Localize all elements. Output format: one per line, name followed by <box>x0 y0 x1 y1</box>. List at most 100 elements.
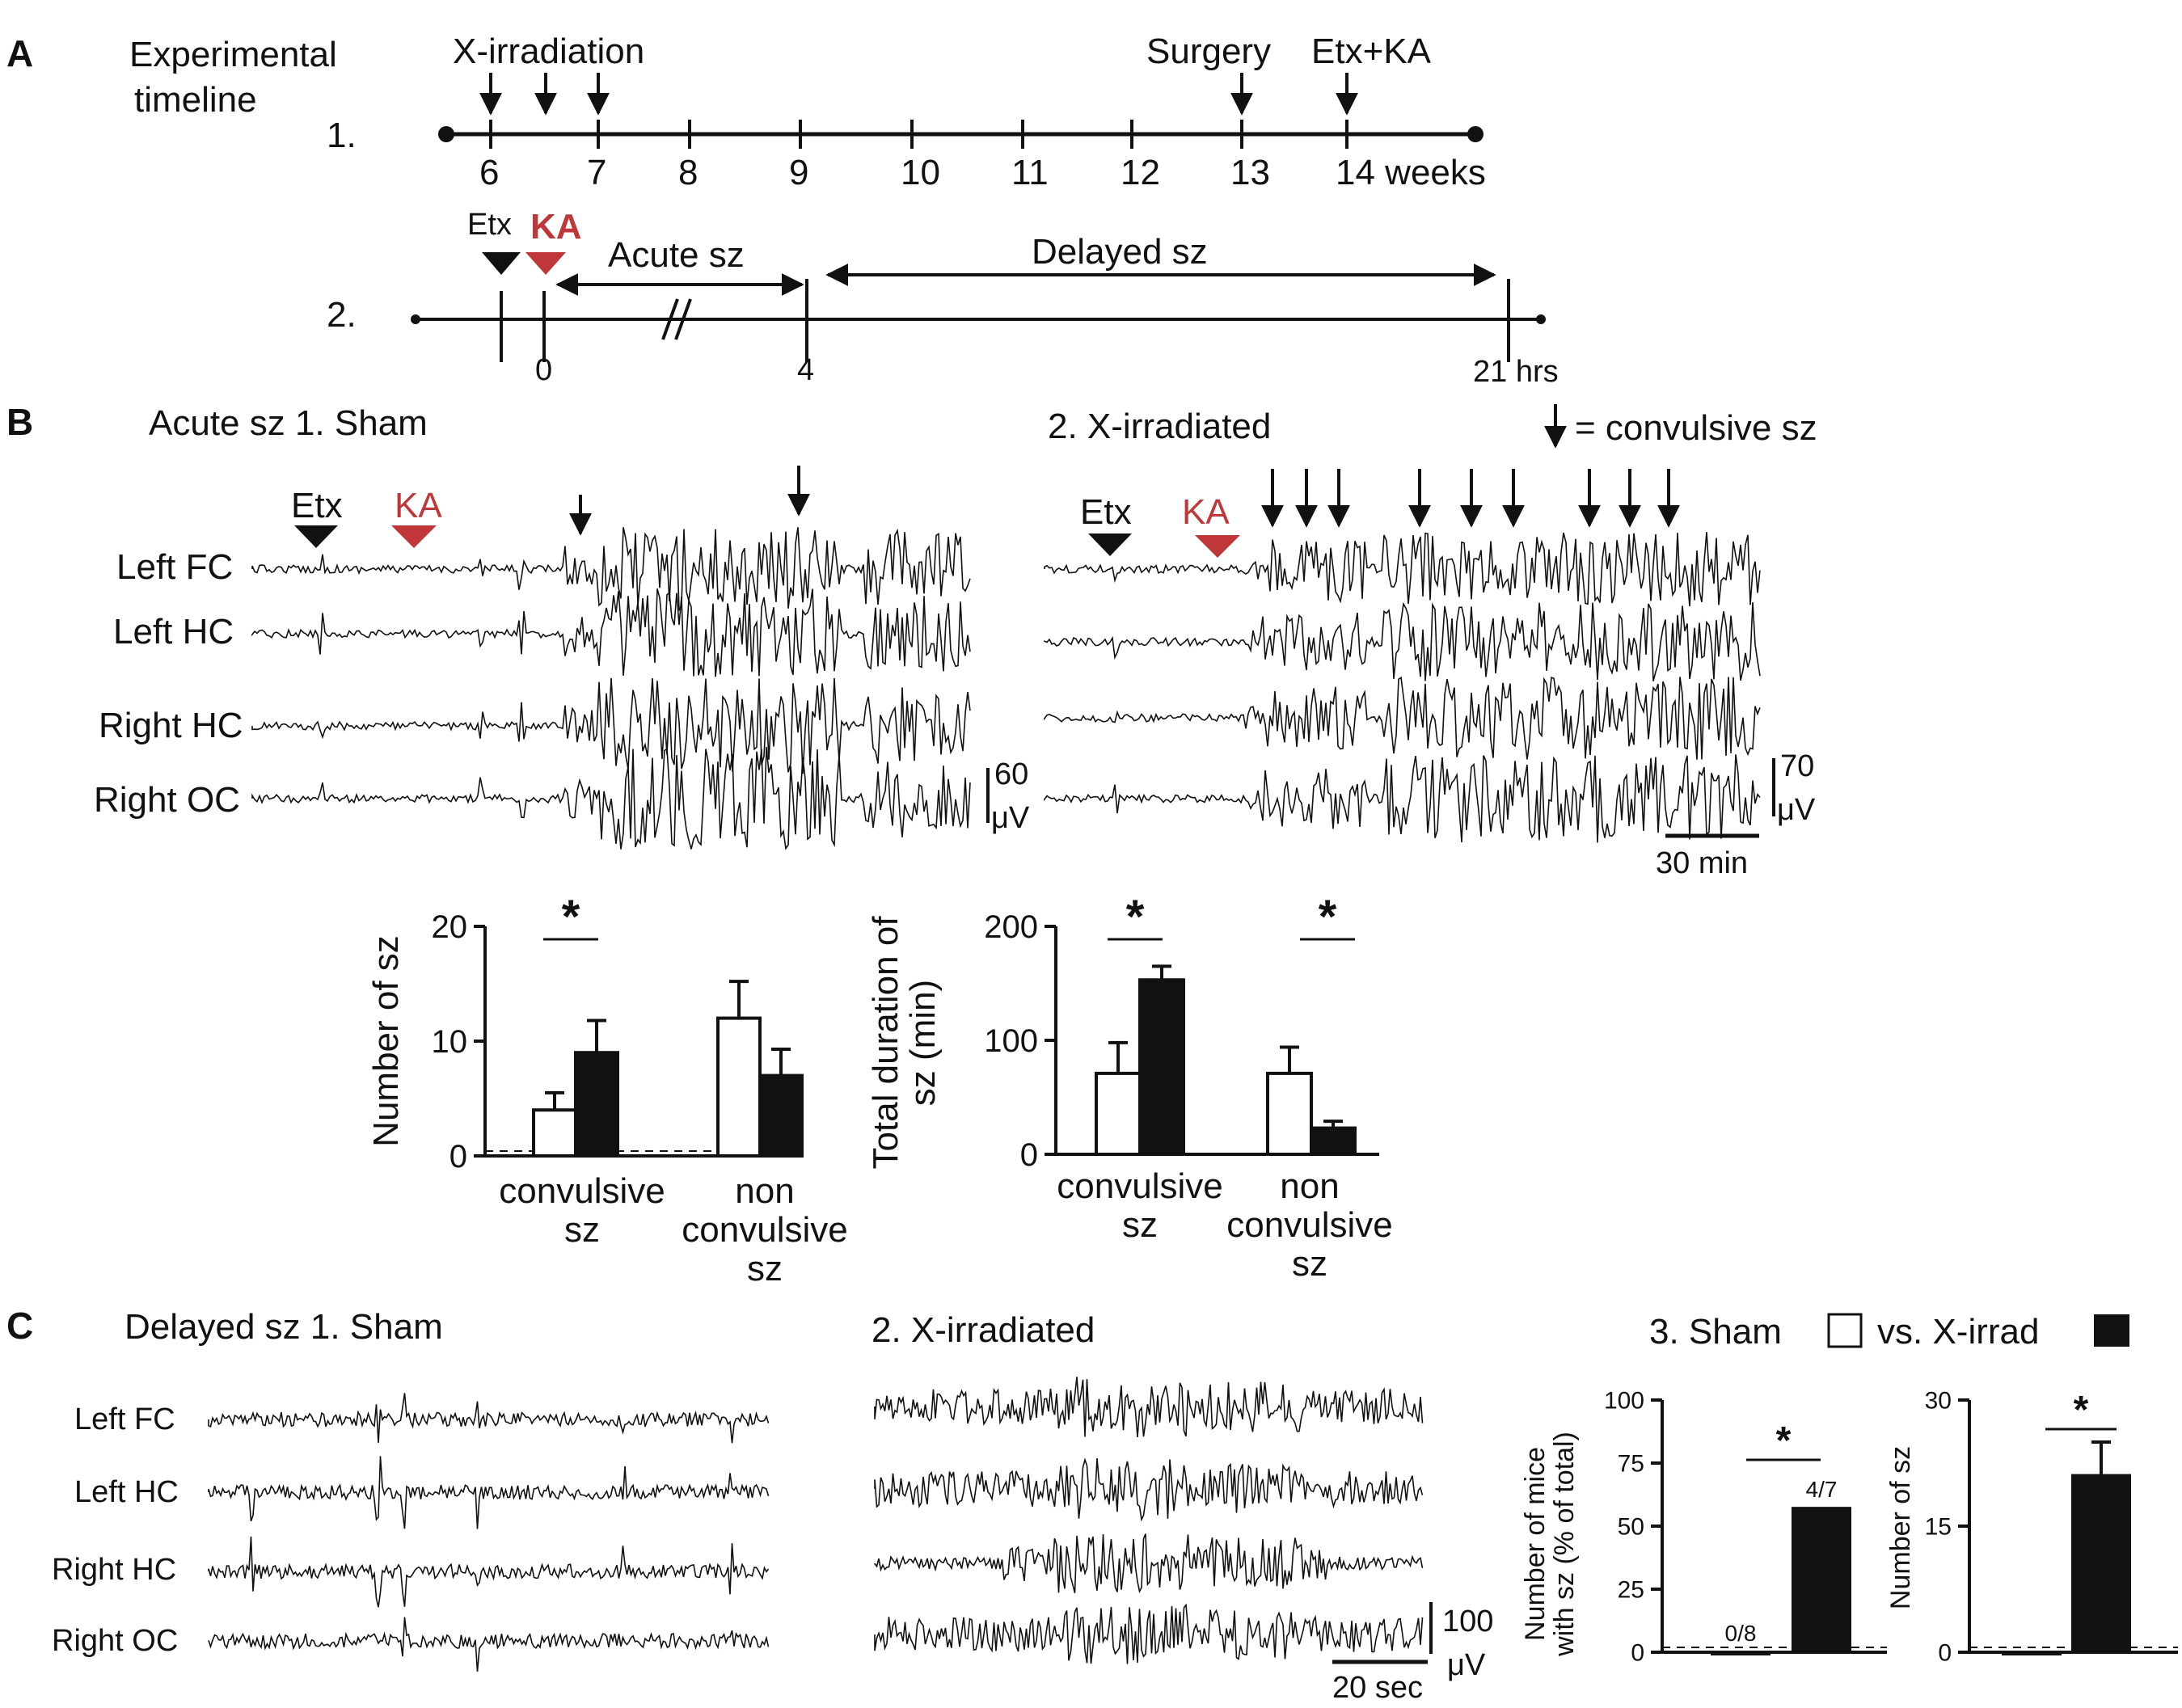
week-tick-label: 8 <box>678 153 698 192</box>
bar <box>532 1108 577 1158</box>
c-ch-label-3: Right HC <box>52 1553 176 1587</box>
c-sham-title: Delayed sz 1. Sham <box>125 1307 443 1347</box>
c-ch-label-4: Right OC <box>52 1624 178 1658</box>
bar <box>1711 1651 1771 1655</box>
eeg-trace <box>208 1617 770 1672</box>
timeline-box-title-2: timeline <box>134 80 257 120</box>
panel-label-c: C <box>6 1305 33 1347</box>
week-tick-label: 9 <box>789 153 808 192</box>
category-label: non <box>1280 1166 1339 1206</box>
b-xirr-eeg-traces <box>1044 532 1761 843</box>
y-tick-label: 20 <box>432 909 468 945</box>
bar <box>1138 978 1185 1157</box>
b-xirr-title: 2. X-irradiated <box>1048 407 1271 446</box>
delayed-sz-label: Delayed sz <box>1032 232 1208 272</box>
category-label: convulsive <box>499 1171 665 1211</box>
category-label: convulsive <box>1057 1166 1222 1206</box>
b-sham-ch-label-3: Right HC <box>99 706 243 745</box>
eeg-trace <box>874 1457 1424 1522</box>
bar-label: 4/7 <box>1806 1477 1838 1502</box>
hour-4-label: 4 <box>797 353 814 387</box>
category-label: sz <box>1122 1205 1158 1245</box>
eeg-trace <box>1044 676 1761 760</box>
y-tick-label: 75 <box>1618 1451 1644 1478</box>
etx-label-timeline: Etx <box>467 208 512 242</box>
bar <box>2002 1651 2062 1655</box>
y-axis-label: Number of micewith sz (% of total) <box>1520 1432 1580 1657</box>
significance-star: * <box>1776 1419 1792 1462</box>
c-time-scale-label: 20 sec <box>1332 1671 1423 1705</box>
ka-label-timeline: KA <box>530 207 582 247</box>
panel-label-a: A <box>6 32 33 74</box>
y-tick-label: 50 <box>1618 1514 1644 1541</box>
significance-star: * <box>2074 1389 2089 1432</box>
c-xirr-eeg-traces <box>874 1377 1424 1664</box>
c-compare-a: 3. Sham <box>1649 1312 1782 1352</box>
eeg-trace <box>874 1377 1424 1437</box>
eeg-trace <box>251 677 971 774</box>
b-sham-eeg-traces <box>251 527 971 850</box>
y-axis-label: Total duration ofsz (min) <box>866 916 943 1170</box>
week-tick-label: 11 <box>1011 153 1049 192</box>
week-tick-label: 12 <box>1121 153 1160 192</box>
bar <box>1792 1507 1851 1655</box>
c-xirr-title: 2. X-irradiated <box>872 1310 1095 1350</box>
bar <box>716 1016 762 1158</box>
etx-ka-label: Etx+KA <box>1311 32 1432 71</box>
y-tick-label: 10 <box>432 1024 468 1060</box>
y-tick-label: 100 <box>984 1023 1038 1059</box>
b-xirr-ka-label: KA <box>1182 492 1230 532</box>
c-scale-unit: μV <box>1447 1648 1486 1682</box>
b-legend-label: = convulsive sz <box>1575 408 1817 448</box>
category-label: convulsive <box>1226 1205 1392 1245</box>
c-sham-eeg-traces <box>208 1393 770 1672</box>
b-xirr-conv-arrows <box>1261 469 1680 528</box>
significance-star: * <box>1126 891 1145 943</box>
sham-legend-swatch <box>1827 1313 1863 1348</box>
eeg-trace <box>251 527 971 611</box>
timeline-hours: Etx KA Acute sz Delayed sz 0 4 21 hrs <box>411 207 1559 389</box>
c-ch-label-1: Left FC <box>74 1402 175 1436</box>
timeline-box: Experimental timeline <box>129 35 337 120</box>
chart-delayed-number-of-sz: 0 15 30 Number of sz * <box>1885 1388 2178 1667</box>
hour-0-label: 0 <box>535 353 552 387</box>
ka-arrowhead <box>525 252 566 275</box>
category-label: sz <box>564 1210 600 1250</box>
week-tick-label: 7 <box>587 153 606 192</box>
category-label: non <box>735 1171 794 1211</box>
category-label: convulsive <box>682 1210 847 1250</box>
bar <box>758 1073 804 1158</box>
b-xirr-scale-value: 70 <box>1780 749 1814 783</box>
xirradiation-label: X-irradiation <box>453 32 644 71</box>
b-sham-etx-arrowhead <box>294 525 338 548</box>
c-scale-value: 100 <box>1442 1605 1493 1638</box>
chart-total-duration: 0 100 200 Total duration ofsz (min) convulsi… <box>866 891 1393 1284</box>
acute-sz-label: Acute sz <box>608 235 745 275</box>
b-sham-ch-label-1: Left FC <box>116 547 233 587</box>
significance-star: * <box>1319 891 1337 943</box>
b-sham-scale-unit: μV <box>991 801 1030 835</box>
eeg-trace <box>874 1603 1424 1664</box>
eeg-trace <box>1044 754 1761 843</box>
eeg-trace <box>1044 601 1761 681</box>
b-xirr-etx-label: Etx <box>1080 492 1132 532</box>
category-label: sz <box>747 1249 783 1288</box>
week-tick-label: 14 weeks <box>1336 153 1486 192</box>
bar <box>1095 1071 1142 1157</box>
b-sham-etx-label: Etx <box>291 486 343 525</box>
y-axis-label: Number of sz <box>1885 1446 1916 1609</box>
hour-21-label: 21 hrs <box>1473 355 1559 389</box>
week-tick-label: 13 <box>1230 153 1270 192</box>
b-xirr-etx-arrowhead <box>1088 533 1132 556</box>
eeg-trace <box>208 1536 770 1608</box>
timeline-weeks: 6 7 8 9 10 11 12 13 14 weeks X-irradiation Surge… <box>438 32 1486 192</box>
significance-star: * <box>562 891 580 943</box>
timeline1-row-label: 1. <box>327 116 357 155</box>
timeline-box-title-1: Experimental <box>129 35 337 74</box>
y-tick-label: 15 <box>1925 1514 1952 1541</box>
b-sham-ka-label: KA <box>395 486 442 525</box>
c-compare-b: vs. X-irrad <box>1877 1312 2039 1352</box>
timeline2-row-label: 2. <box>327 295 357 335</box>
